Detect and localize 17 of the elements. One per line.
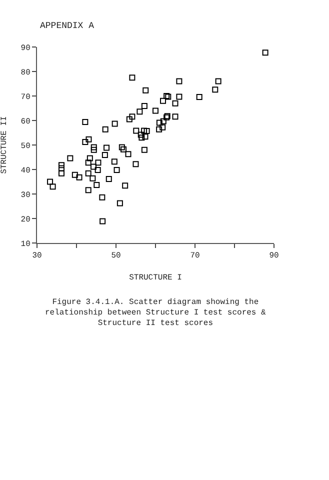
x-tick-label: 50 — [111, 252, 121, 261]
x-tick-label: 30 — [32, 252, 42, 261]
x-tick-label: 90 — [269, 252, 279, 261]
x-tick-label: 70 — [190, 252, 200, 261]
y-tick-label: 70 — [20, 92, 31, 102]
y-tick-label: 50 — [20, 142, 31, 151]
y-tick-label: 40 — [20, 166, 31, 176]
y-tick-label: 80 — [20, 68, 31, 78]
y-tick-label: 60 — [20, 117, 31, 126]
y-tick-label: 20 — [20, 215, 31, 224]
y-tick-label: 90 — [20, 44, 31, 53]
x-axis-title: STRUCTURE I — [129, 274, 182, 283]
caption: Figure 3.4.1.A. Scatter diagram showing the relationship between Structure I test scores & Structure II test scores — [45, 298, 266, 328]
y-axis-title: STRUCTURE II — [0, 116, 9, 174]
y-tick-label: 10 — [20, 240, 31, 249]
y-tick-label: 30 — [20, 190, 31, 200]
chart-title: APPENDIX A — [40, 21, 95, 32]
